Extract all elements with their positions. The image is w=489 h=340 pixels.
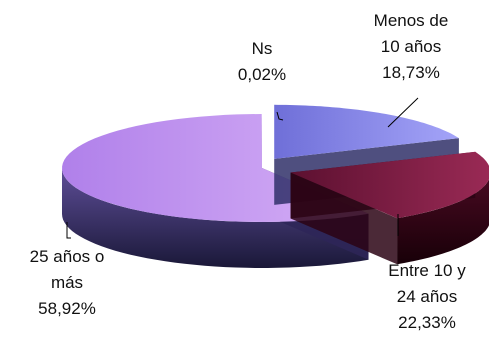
slice-name-line: 10 años	[380, 37, 442, 56]
slice-value: 22,33%	[398, 313, 456, 332]
slice-name-line: Menos de	[373, 11, 449, 30]
slice-name-line: 25 años o	[29, 247, 105, 266]
slice-label-25-o-mas: 25 años o más 58,92%	[8, 244, 126, 322]
slice-label-ns: Ns 0,02%	[222, 36, 302, 88]
slice-name-line: más	[50, 273, 84, 292]
leader-menos-de-10	[387, 97, 419, 128]
slice-name-line: 24 años	[396, 287, 458, 306]
slice-side	[397, 179, 489, 265]
slice-value: 58,92%	[38, 299, 96, 318]
slice-top	[290, 151, 489, 219]
slice-label-entre-10-24: Entre 10 y 24 años 22,33%	[372, 258, 482, 336]
slice-name-line: Entre 10 y	[388, 261, 466, 280]
slice-label-menos-de-10: Menos de 10 años 18,73%	[352, 8, 470, 86]
leader-ns	[276, 111, 284, 121]
slice-wall	[290, 172, 398, 265]
leader-25-o-mas	[66, 222, 71, 239]
slice-side	[62, 168, 369, 268]
slice-value: 18,73%	[382, 63, 440, 82]
pie-slice	[290, 151, 489, 265]
slice-top	[274, 104, 459, 159]
slice-value: 0,02%	[237, 65, 287, 84]
slice-name-line: Ns	[251, 39, 273, 58]
